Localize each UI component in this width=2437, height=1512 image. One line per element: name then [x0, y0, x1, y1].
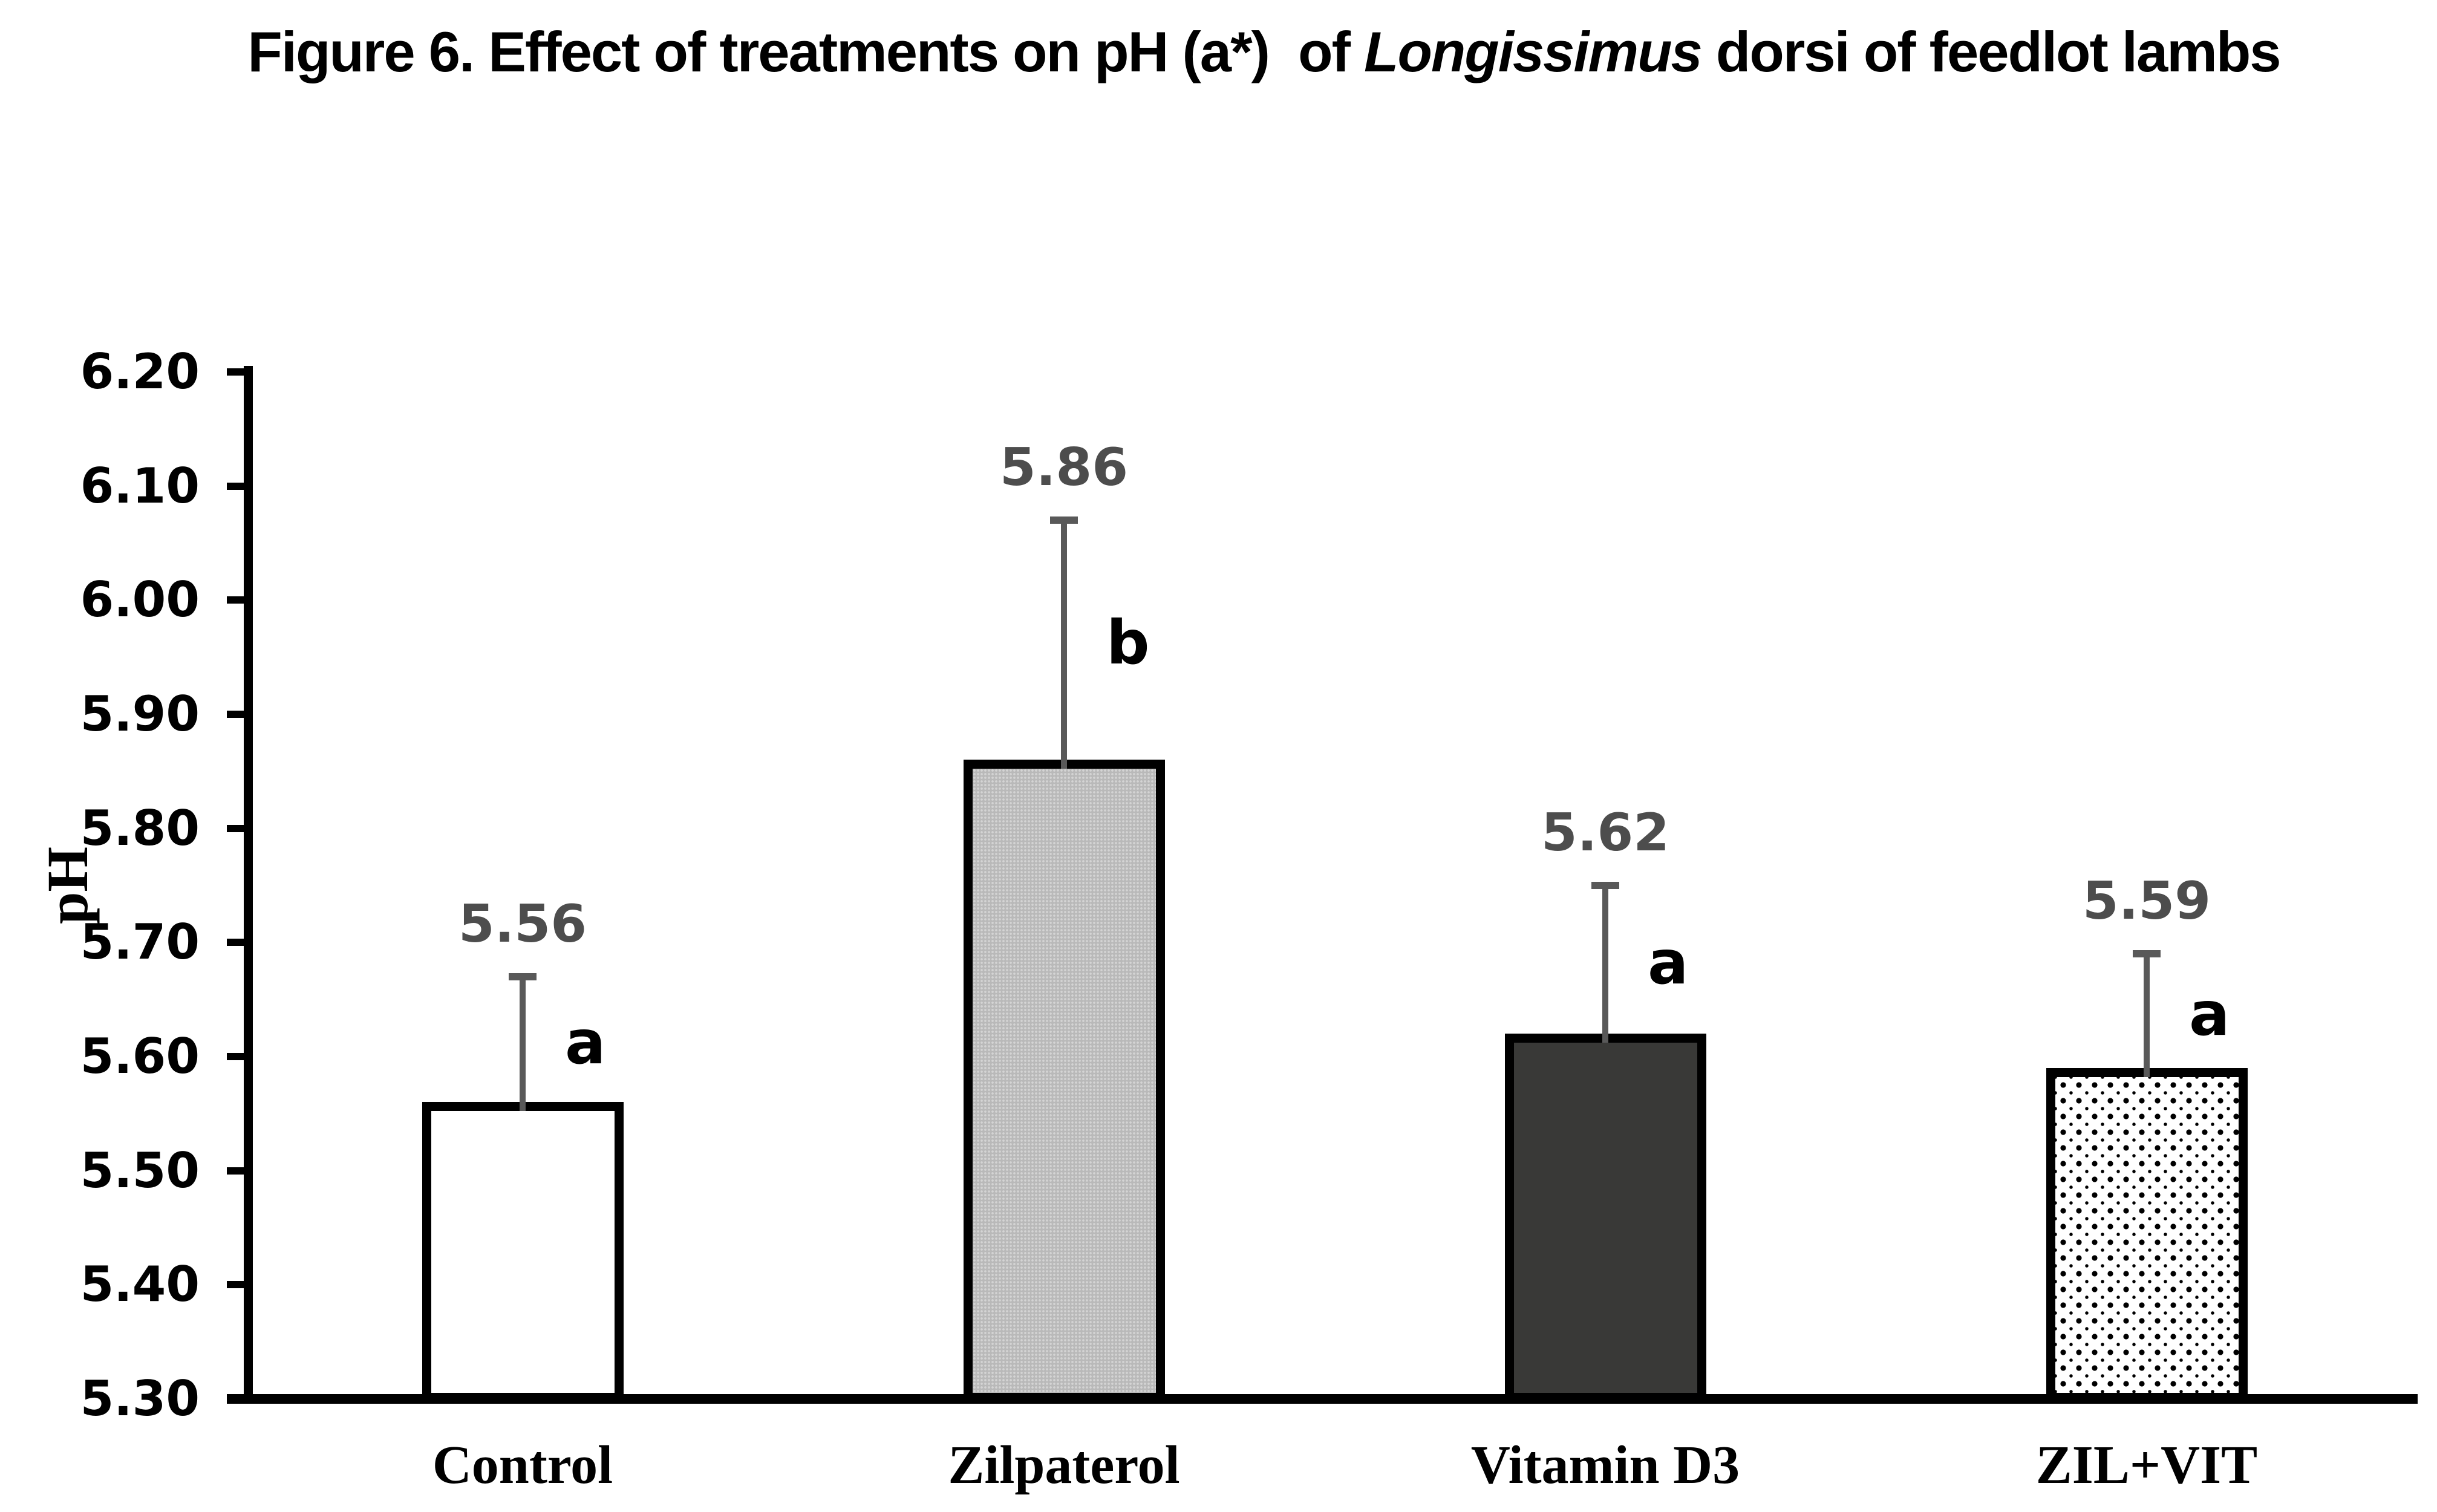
figure-title: Figure 6. Effect of treatments on pH (a*…: [103, 21, 2425, 83]
error-bar-cap: [509, 973, 537, 980]
x-axis-category-label: Zilpaterol: [948, 1435, 1180, 1495]
y-tick-label: 5.40: [80, 1256, 200, 1313]
y-tick: [227, 939, 244, 947]
significance-letter: b: [1106, 607, 1150, 679]
y-tick-label: 5.30: [80, 1370, 200, 1427]
y-tick: [227, 368, 244, 376]
y-tick: [227, 596, 244, 604]
y-tick-label: 6.00: [80, 572, 200, 628]
significance-letter: a: [1648, 927, 1689, 998]
value-label: 5.59: [2082, 871, 2211, 932]
x-axis-line: [227, 1394, 2418, 1404]
error-bar-stem: [1061, 520, 1067, 769]
figure-title-suffix: dorsi of feedlot lambs: [1701, 20, 2282, 83]
y-axis-title: pH: [35, 846, 100, 925]
bar-control: [422, 1102, 624, 1402]
y-tick-label: 5.80: [80, 800, 200, 856]
y-tick: [227, 1167, 244, 1175]
x-axis-category-label: Control: [432, 1435, 613, 1495]
y-tick-label: 5.70: [80, 914, 200, 971]
value-label: 5.56: [458, 893, 587, 954]
y-tick: [227, 1281, 244, 1289]
error-bar-cap: [1050, 516, 1078, 524]
value-label: 5.86: [999, 437, 1129, 498]
y-tick-label: 5.60: [80, 1028, 200, 1084]
bar-vitamin-d3: [1504, 1034, 1706, 1402]
significance-letter: a: [2189, 978, 2230, 1049]
significance-letter: a: [565, 1006, 606, 1078]
x-axis-category-label: ZIL+VIT: [2035, 1435, 2258, 1495]
error-bar-stem: [520, 976, 526, 1112]
x-axis-category-label: Vitamin D3: [1470, 1435, 1740, 1495]
y-tick: [227, 711, 244, 718]
y-tick-label: 5.50: [80, 1142, 200, 1199]
y-tick-label: 6.10: [80, 457, 200, 514]
bar-zilpaterol: [963, 760, 1165, 1402]
y-tick-label: 6.20: [80, 344, 200, 400]
value-label: 5.62: [1541, 803, 1670, 863]
figure-title-prefix: Figure 6. Effect of treatments on pH (a*…: [247, 20, 1365, 83]
y-tick: [227, 1053, 244, 1060]
error-bar-cap: [2133, 950, 2161, 958]
error-bar-stem: [1602, 885, 1608, 1043]
bar-zil-vit: [2046, 1067, 2248, 1402]
error-bar-stem: [2144, 954, 2150, 1077]
y-axis-line: [244, 366, 253, 1404]
y-tick: [227, 824, 244, 832]
y-tick: [227, 482, 244, 490]
y-tick-label: 5.90: [80, 686, 200, 742]
error-bar-cap: [1591, 882, 1619, 889]
figure-title-italic-word: Longissimus: [1364, 20, 1703, 83]
